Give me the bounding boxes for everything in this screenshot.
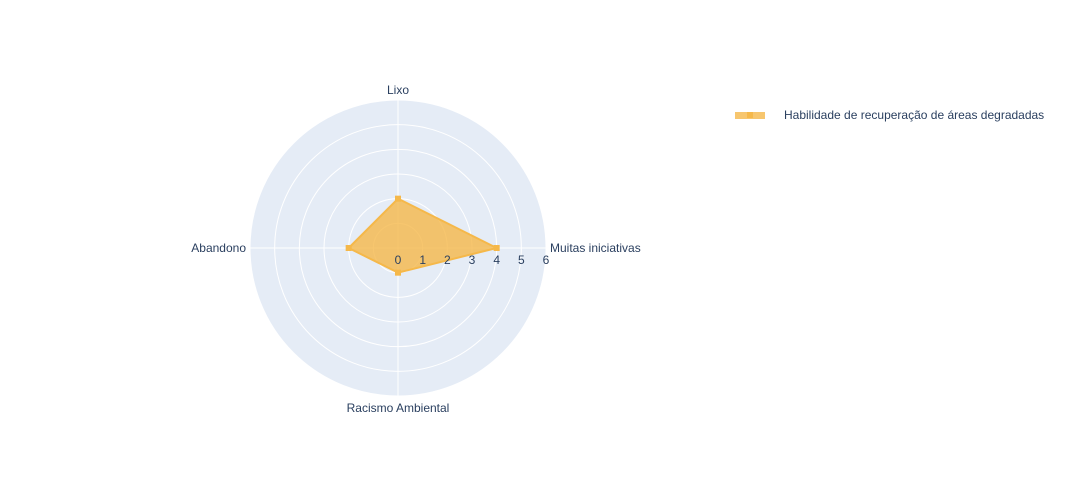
data-point-lixo[interactable] xyxy=(395,195,401,202)
radial-tick-label: 1 xyxy=(419,253,426,267)
radial-tick-label: 4 xyxy=(493,253,500,267)
category-labels: Muitas iniciativas Lixo Abandono Racismo Am… xyxy=(191,83,640,415)
category-label: Racismo Ambiental xyxy=(347,401,450,415)
category-label: Lixo xyxy=(387,83,409,97)
radial-tick-label: 6 xyxy=(543,253,550,267)
radial-tick-label: 3 xyxy=(469,253,476,267)
series-layer xyxy=(345,195,500,276)
data-point-racismo-ambiental[interactable] xyxy=(395,269,401,276)
radial-tick-label: 0 xyxy=(395,253,402,267)
data-point-muitas-iniciativas[interactable] xyxy=(493,245,500,251)
radial-tick-label: 5 xyxy=(518,253,525,267)
radial-tick-label: 2 xyxy=(444,253,451,267)
category-label: Muitas iniciativas xyxy=(550,241,641,255)
radial-tick-labels: 0 1 2 3 4 5 6 xyxy=(395,253,550,267)
legend[interactable]: Habilidade de recuperação de áreas degra… xyxy=(735,108,1044,122)
category-label: Abandono xyxy=(191,241,246,255)
data-point-abandono[interactable] xyxy=(345,245,352,251)
legend-label[interactable]: Habilidade de recuperação de áreas degra… xyxy=(784,108,1044,122)
legend-marker[interactable] xyxy=(747,112,753,118)
